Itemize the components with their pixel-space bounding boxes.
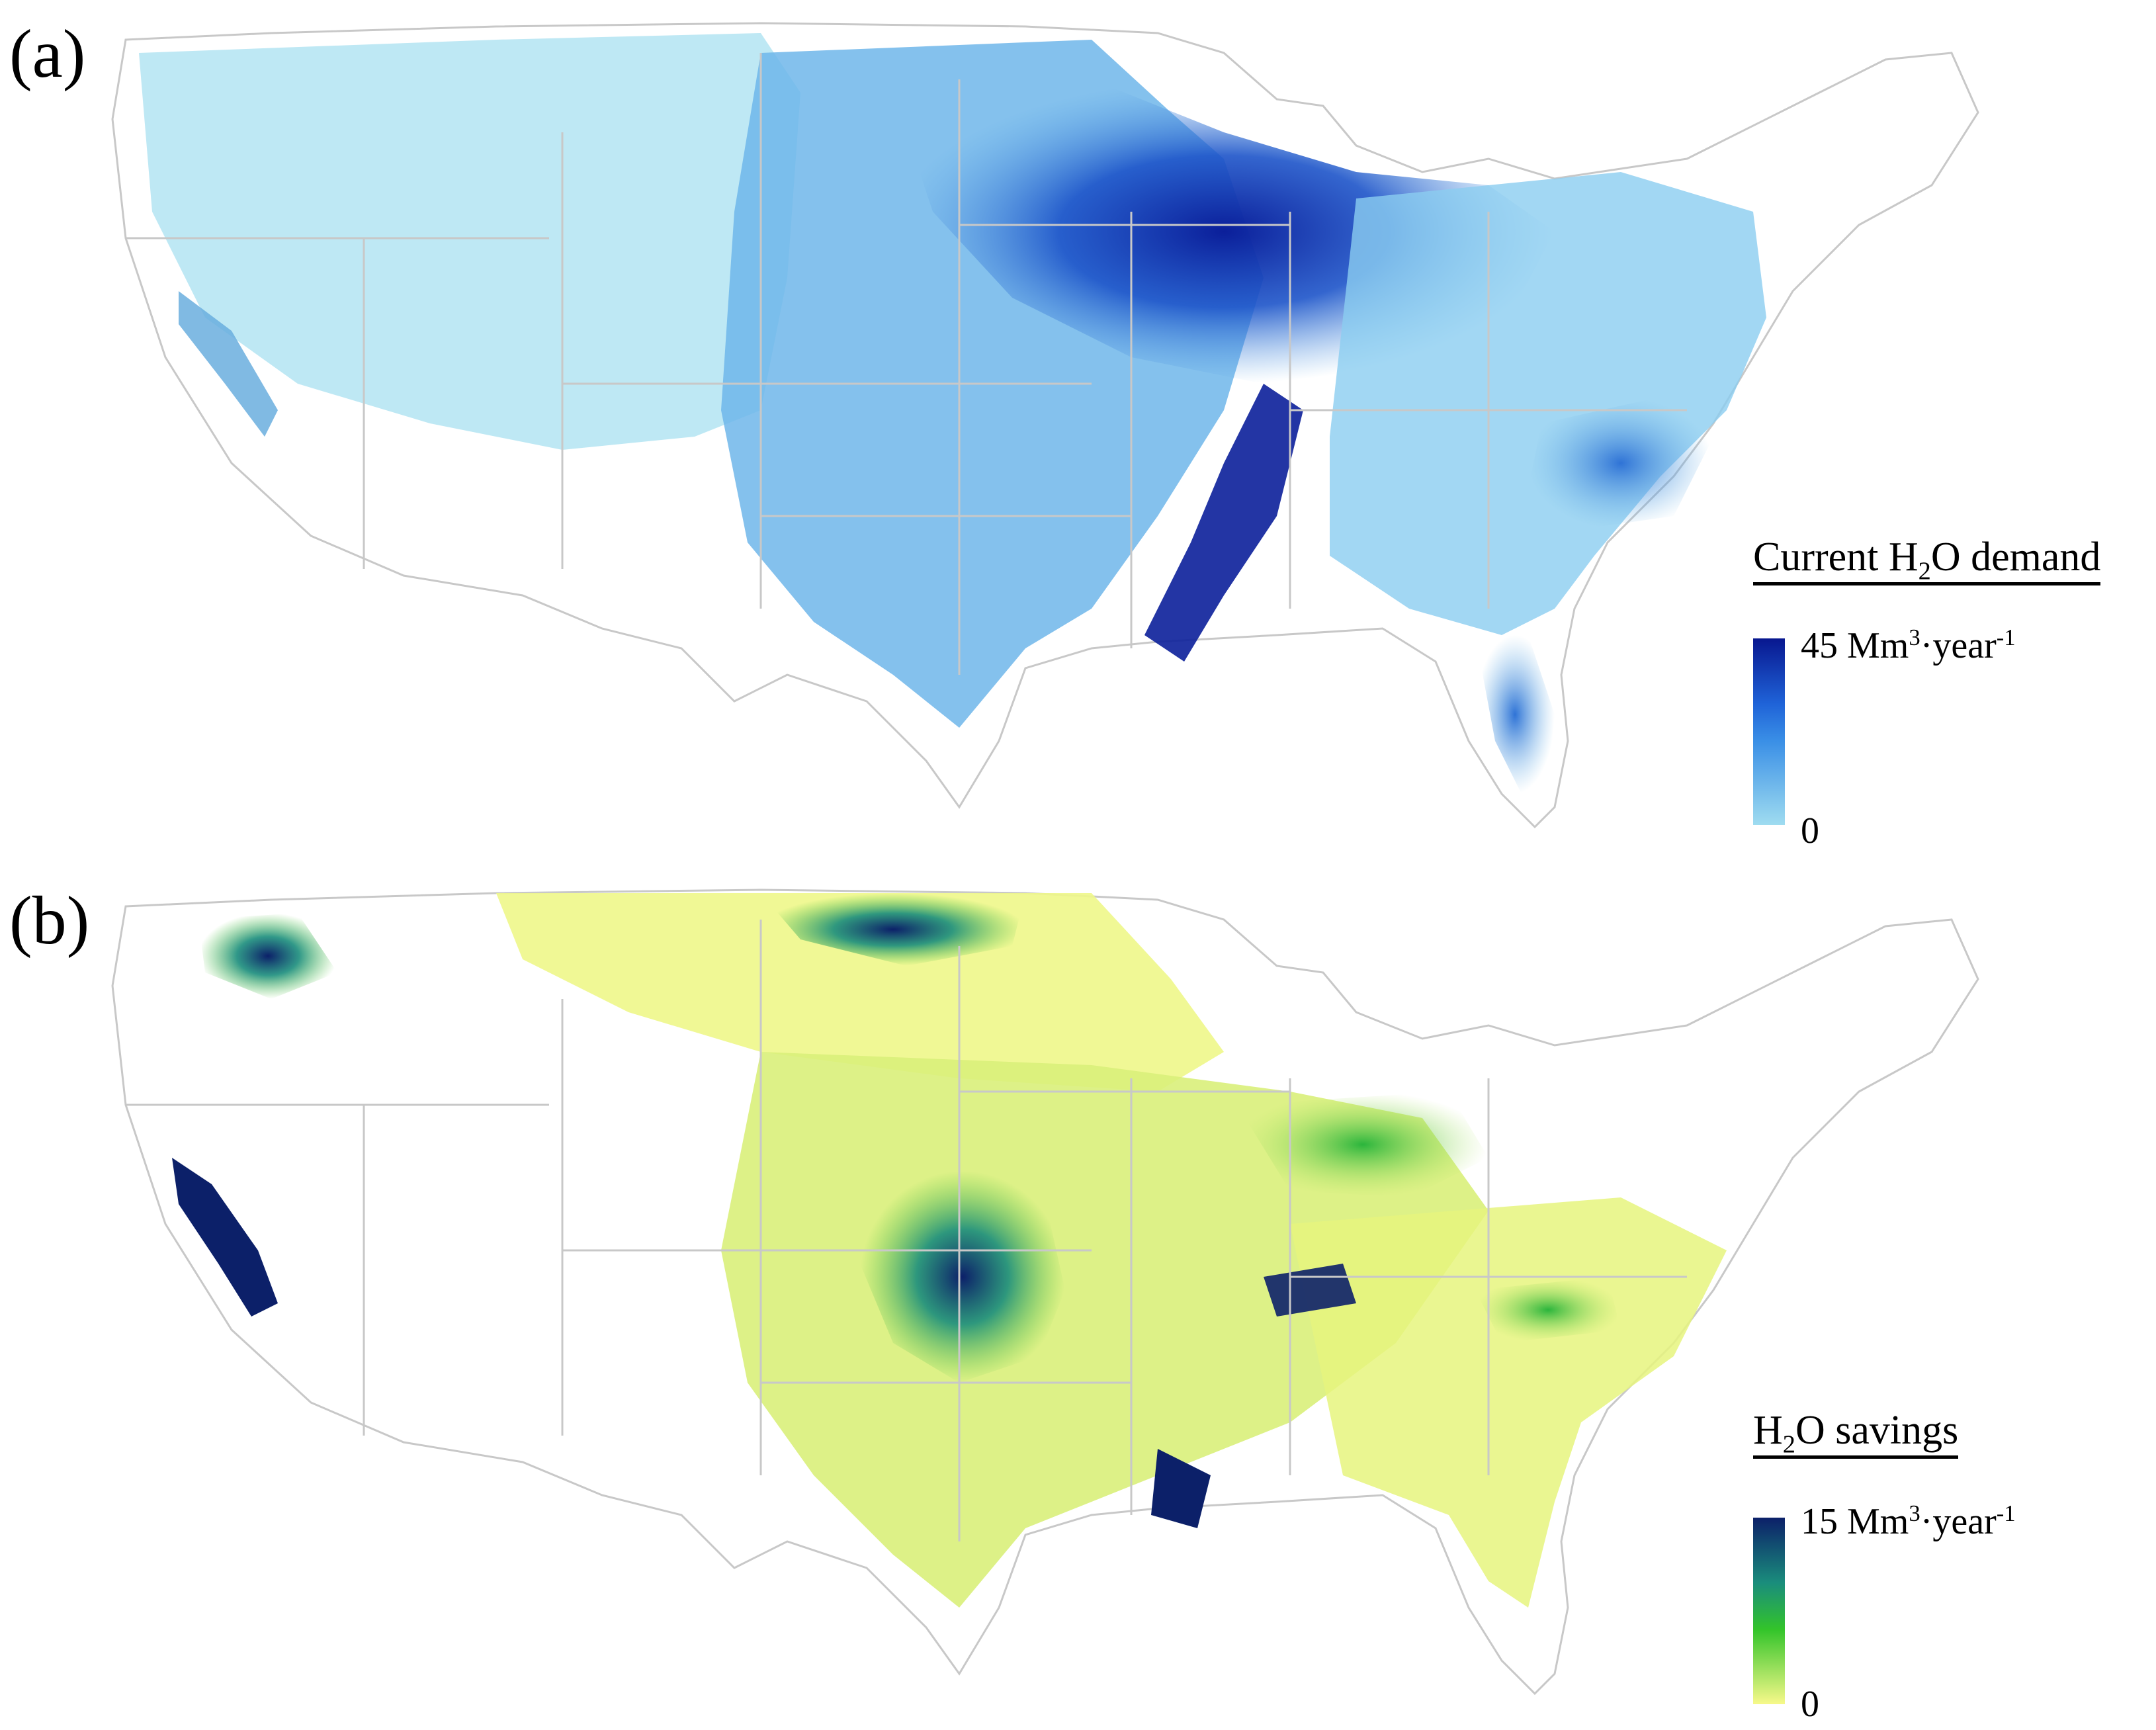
carolina-savings [1475, 1277, 1621, 1343]
panel-a: (a) Current H2O demand [0, 0, 2156, 860]
ohio-savings [1237, 1092, 1488, 1197]
colorbar [1753, 1518, 1785, 1704]
state-boundaries [126, 920, 1687, 1541]
colorbar [1753, 638, 1785, 825]
water-demand-map [111, 22, 1979, 829]
colorbar-min-label: 0 [1801, 1684, 1819, 1725]
panel-b: (b) H2O savings [0, 867, 2156, 1727]
panel-label: (b) [9, 883, 90, 959]
carolina-demand [1528, 397, 1713, 529]
legend-title: H2O savings [1753, 1408, 1959, 1459]
northern-plains-savings [496, 893, 1224, 1092]
legend-title: Current H2O demand [1753, 535, 2101, 586]
colorbar-max-label: 45 Mm3·year-1 [1801, 624, 2016, 666]
east-demand [1330, 172, 1766, 635]
delta-hotspot [1151, 1449, 1211, 1528]
florida-demand [1475, 635, 1555, 794]
southeast-savings [1290, 1197, 1727, 1608]
colorbar-min-label: 0 [1801, 810, 1819, 851]
mississippi-delta [1144, 384, 1303, 662]
state-boundaries [126, 53, 1687, 675]
pacific-northwest-savings [198, 913, 337, 999]
california-hotspot [172, 1158, 278, 1317]
water-savings-map [111, 888, 1979, 1696]
kansas-oklahoma-hotspot [860, 1171, 1065, 1383]
west-light-demand [139, 33, 800, 450]
california-valley [179, 291, 278, 437]
colorbar-max-label: 15 Mm3·year-1 [1801, 1500, 2016, 1542]
panel-label: (a) [9, 16, 86, 92]
